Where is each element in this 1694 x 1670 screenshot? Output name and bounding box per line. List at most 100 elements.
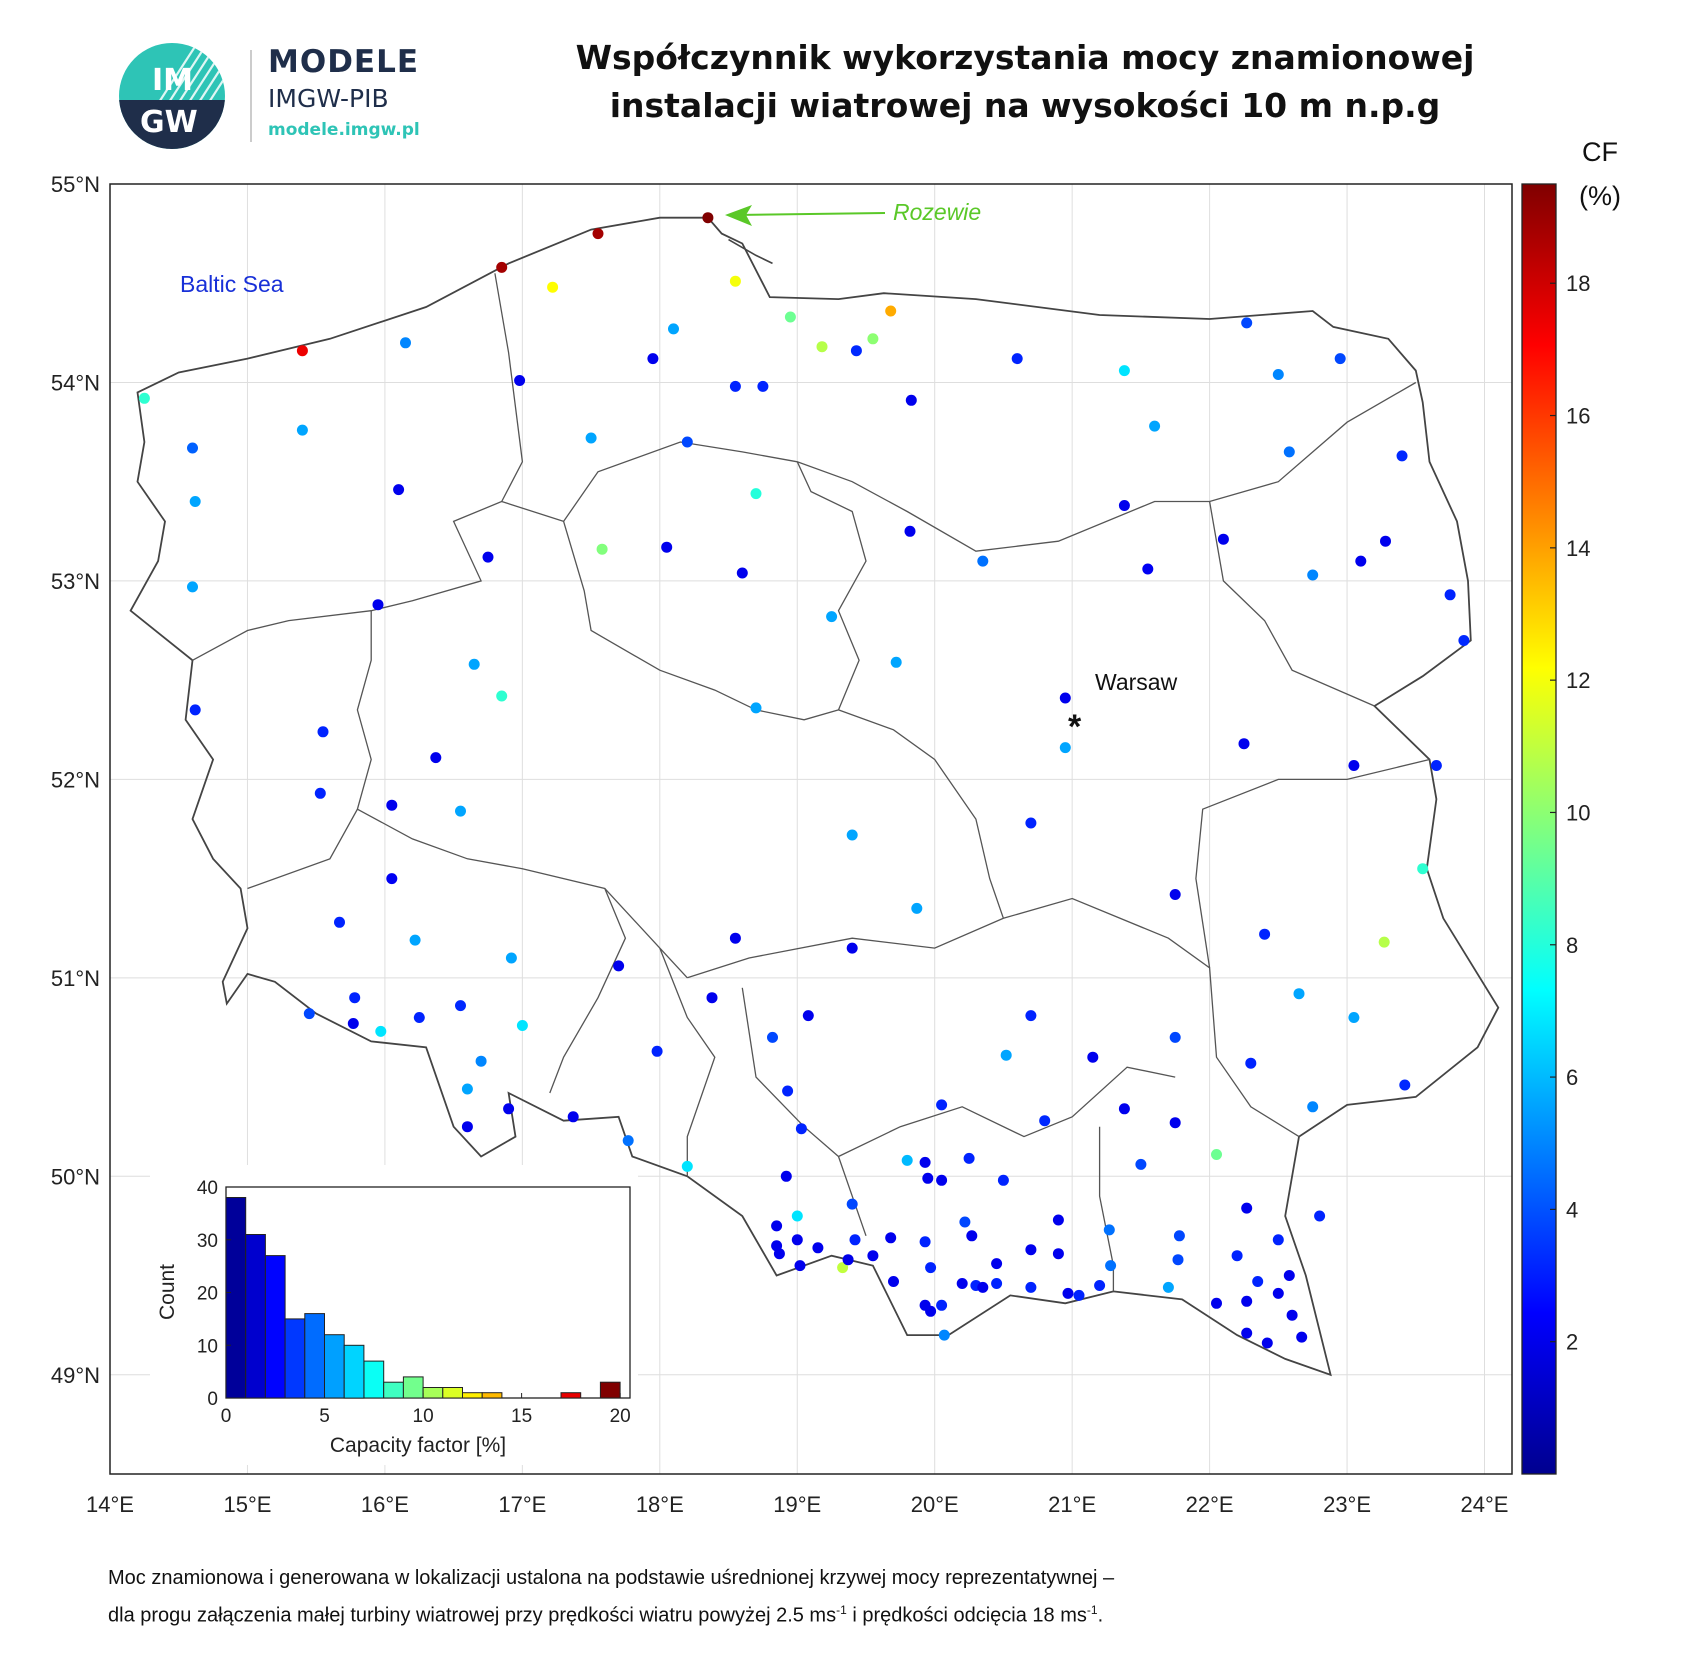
rozewie-arrow-icon bbox=[725, 205, 752, 226]
station-point bbox=[1118, 1103, 1130, 1115]
footnote-line-1: Moc znamionowa i generowana w lokalizacj… bbox=[108, 1567, 1115, 1589]
station-point bbox=[1293, 988, 1305, 1000]
station-point bbox=[349, 992, 361, 1004]
region-border bbox=[741, 987, 867, 1237]
station-point bbox=[729, 380, 741, 392]
station-point bbox=[1259, 928, 1271, 940]
station-point bbox=[991, 1258, 1003, 1270]
station-point bbox=[1059, 692, 1071, 704]
station-point bbox=[1105, 1260, 1117, 1272]
station-point bbox=[1417, 863, 1429, 875]
station-point bbox=[386, 873, 398, 885]
station-point bbox=[303, 1008, 315, 1020]
station-point bbox=[668, 323, 679, 335]
station-point bbox=[1118, 500, 1130, 511]
station-point bbox=[1211, 1149, 1222, 1160]
brand-url[interactable]: modele.imgw.pl bbox=[268, 120, 420, 140]
station-markers bbox=[138, 212, 1470, 1349]
histogram-bar bbox=[442, 1387, 463, 1399]
station-point bbox=[729, 275, 741, 287]
title-line-1: Współczynnik wykorzystania mocy znamiono… bbox=[575, 38, 1475, 77]
station-point bbox=[1011, 353, 1023, 365]
station-point bbox=[496, 690, 508, 702]
histogram-bar bbox=[560, 1392, 582, 1399]
station-point bbox=[138, 392, 150, 404]
footnote-line-2-a: dla progu załączenia małej turbiny wiatr… bbox=[108, 1604, 837, 1627]
station-point bbox=[516, 1020, 528, 1031]
brand-org: IMGW-PIB bbox=[268, 84, 389, 113]
lon-tick-label: 20°E bbox=[911, 1492, 959, 1517]
station-point bbox=[375, 1025, 387, 1037]
logo-text-top: IM bbox=[152, 63, 193, 98]
colorbar-tick-label: 10 bbox=[1566, 800, 1590, 825]
station-point bbox=[729, 932, 741, 944]
station-point bbox=[482, 551, 494, 563]
lon-tick-label: 18°E bbox=[636, 1492, 684, 1517]
station-point bbox=[681, 1160, 693, 1172]
station-point bbox=[842, 1254, 854, 1266]
station-point bbox=[1142, 563, 1154, 575]
station-point bbox=[468, 658, 480, 670]
station-point bbox=[816, 341, 828, 353]
station-point bbox=[888, 1276, 899, 1287]
station-point bbox=[1307, 1101, 1319, 1113]
station-point bbox=[1211, 1297, 1222, 1309]
station-point bbox=[782, 1085, 794, 1097]
lon-tick-label: 22°E bbox=[1186, 1492, 1234, 1517]
station-point bbox=[936, 1099, 948, 1111]
station-point bbox=[773, 1248, 785, 1260]
station-point bbox=[1169, 1031, 1181, 1043]
station-point bbox=[802, 1010, 814, 1022]
histogram-bar bbox=[422, 1387, 444, 1399]
station-point bbox=[1172, 1254, 1184, 1266]
station-point bbox=[919, 1156, 931, 1168]
region-border bbox=[838, 1066, 1176, 1158]
histogram-bar bbox=[343, 1344, 365, 1399]
map-tick-labels: 14°E 15°E 16°E 17°E 18°E 19°E 20°E 21°E 22°E 23°E… bbox=[51, 172, 1509, 1517]
station-point bbox=[585, 432, 597, 444]
station-point bbox=[187, 581, 198, 593]
station-point bbox=[1000, 1049, 1012, 1061]
hel-peninsula bbox=[728, 238, 773, 265]
lat-tick-label: 52°N bbox=[51, 767, 100, 792]
station-point bbox=[514, 375, 526, 386]
page-title: Współczynnik wykorzystania mocy znamiono… bbox=[495, 34, 1555, 130]
station-point bbox=[1217, 533, 1229, 545]
histogram-y-tick-label: 30 bbox=[197, 1231, 218, 1252]
colorbar-tick-label: 2 bbox=[1566, 1330, 1578, 1355]
station-point bbox=[867, 333, 879, 345]
station-point bbox=[347, 1018, 359, 1029]
station-point bbox=[794, 1260, 806, 1272]
station-point bbox=[430, 752, 442, 764]
station-point bbox=[1173, 1230, 1185, 1242]
lon-tick-label: 19°E bbox=[773, 1492, 821, 1517]
station-point bbox=[1334, 353, 1346, 365]
station-point bbox=[1314, 1210, 1326, 1222]
footnote-line-2-c: . bbox=[1097, 1604, 1104, 1627]
inset-histogram: 0 5 10 15 20 0 10 20 30 40 Capacity factor [%] Co… bbox=[150, 1165, 638, 1465]
station-point bbox=[413, 1012, 425, 1023]
station-point bbox=[505, 952, 517, 964]
station-point bbox=[681, 436, 693, 448]
station-point bbox=[850, 345, 862, 357]
station-point bbox=[1252, 1276, 1264, 1287]
station-point bbox=[905, 394, 917, 406]
histogram-y-tick-label: 40 bbox=[197, 1178, 218, 1199]
station-point bbox=[812, 1242, 824, 1254]
footnote: Moc znamionowa i generowana w lokalizacj… bbox=[108, 1562, 1608, 1632]
poland-outline bbox=[129, 216, 1500, 1377]
colorbar: 2 4 6 8 10 12 14 16 18 bbox=[1521, 183, 1590, 1475]
station-point bbox=[1396, 450, 1408, 462]
colorbar-tick-label: 4 bbox=[1566, 1197, 1578, 1222]
histogram-bars bbox=[225, 1197, 621, 1399]
region-border bbox=[562, 521, 839, 721]
region-border bbox=[247, 610, 372, 890]
station-point bbox=[1241, 1202, 1253, 1214]
brand-name: MODELE bbox=[268, 44, 420, 80]
station-point bbox=[1087, 1051, 1099, 1063]
baltic-sea-label: Baltic Sea bbox=[180, 271, 284, 297]
histogram-bar bbox=[324, 1334, 345, 1399]
station-point bbox=[837, 1262, 849, 1274]
footnote-sup-2: -1 bbox=[1086, 1603, 1098, 1617]
station-point bbox=[977, 1281, 989, 1293]
